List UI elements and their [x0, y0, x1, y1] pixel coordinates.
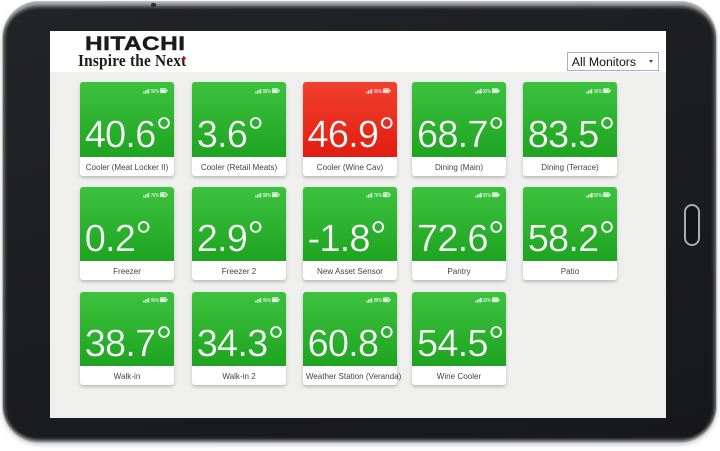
svg-text:96%: 96%: [151, 298, 159, 303]
svg-text:88%: 88%: [373, 298, 381, 303]
svg-text:96%: 96%: [373, 89, 381, 94]
svg-text:96%: 96%: [263, 298, 271, 303]
svg-text:100%: 100%: [481, 89, 492, 94]
svg-text:100%: 100%: [481, 298, 492, 303]
svg-text:76%: 76%: [151, 193, 159, 198]
svg-text:96%: 96%: [151, 89, 159, 94]
svg-text:96%: 96%: [594, 89, 602, 94]
svg-text:100%: 100%: [481, 193, 492, 198]
svg-text:76%: 76%: [373, 193, 381, 198]
svg-text:88%: 88%: [263, 193, 271, 198]
svg-text:100%: 100%: [591, 193, 602, 198]
svg-text:88%: 88%: [263, 89, 271, 94]
